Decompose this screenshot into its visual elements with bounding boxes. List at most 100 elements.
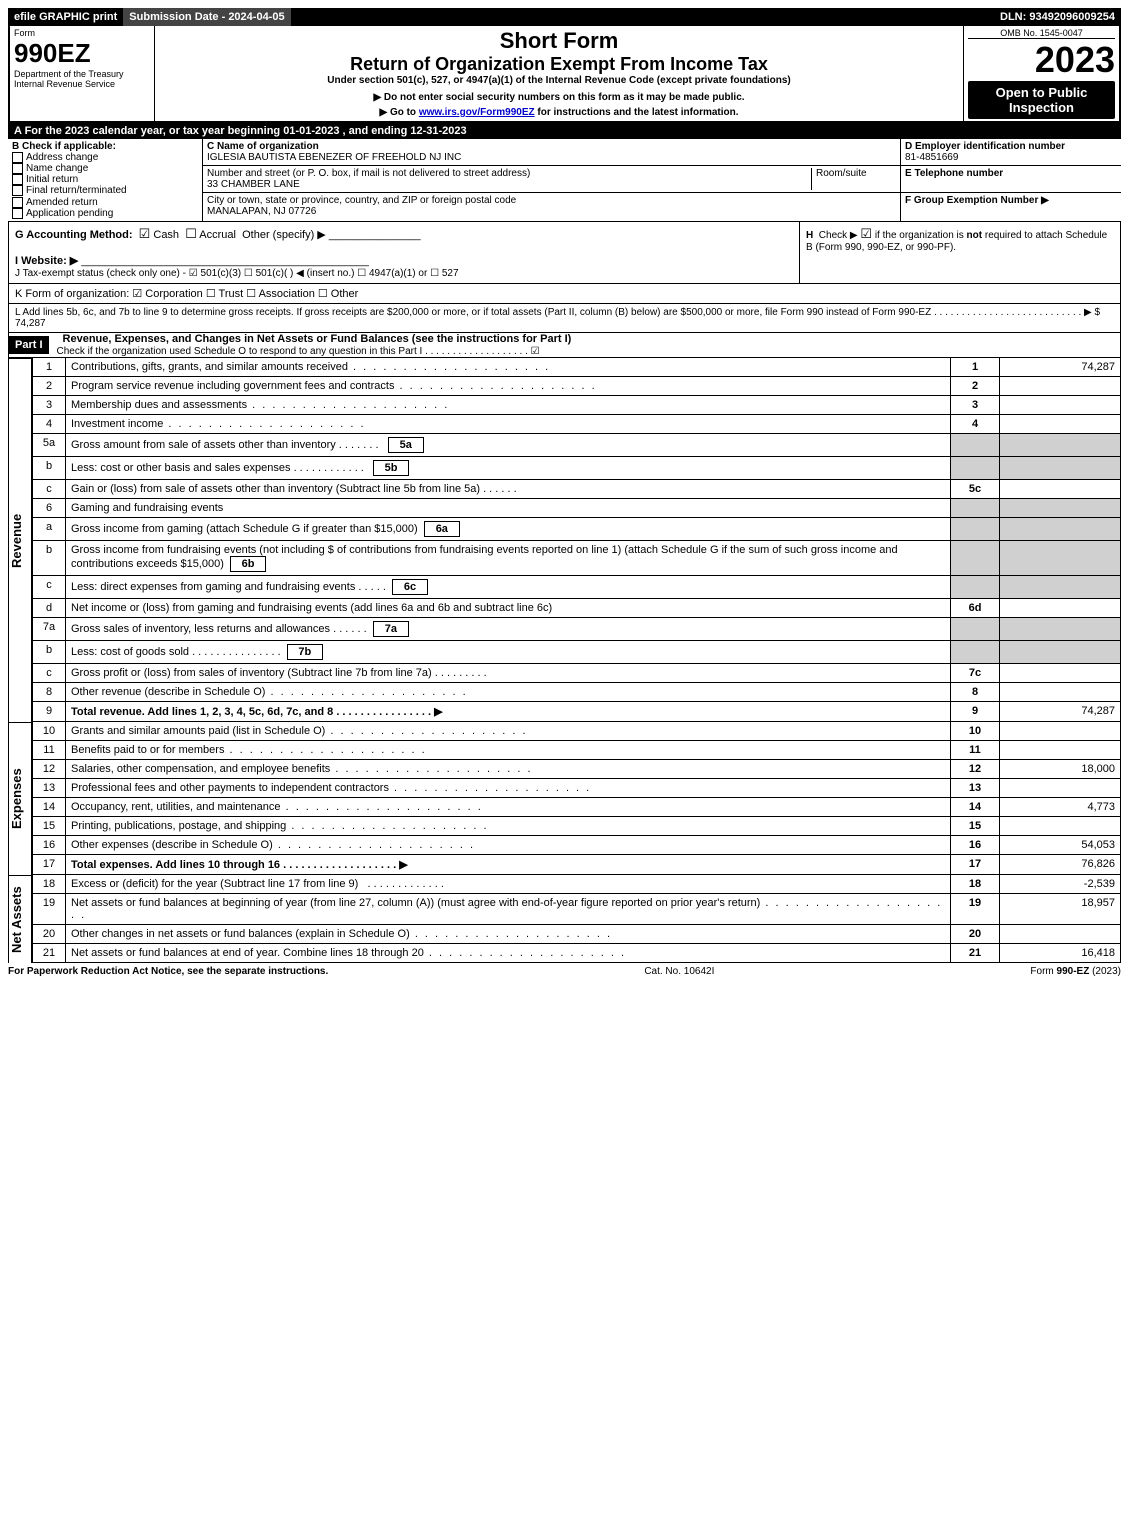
footer-left: For Paperwork Reduction Act Notice, see … — [8, 966, 328, 977]
line-8: 8Other revenue (describe in Schedule O)8 — [33, 682, 1121, 701]
dept-label: Department of the Treasury — [14, 69, 150, 79]
b-item-2: Initial return — [12, 174, 198, 185]
part1-check: Check if the organization used Schedule … — [57, 346, 540, 357]
short-form-title: Short Form — [159, 28, 959, 54]
line-16: 16Other expenses (describe in Schedule O… — [33, 835, 1121, 854]
efile-label: efile GRAPHIC print — [8, 8, 123, 26]
form-id-cell: Form 990EZ Department of the Treasury In… — [10, 26, 155, 121]
open-inspection: Open to Public Inspection — [968, 81, 1115, 119]
b-item-4: Amended return — [12, 197, 198, 208]
under-section: Under section 501(c), 527, or 4947(a)(1)… — [159, 75, 959, 86]
line-20: 20Other changes in net assets or fund ba… — [33, 924, 1121, 943]
return-title: Return of Organization Exempt From Incom… — [159, 54, 959, 75]
line-6b: bGross income from fundraising events (n… — [33, 540, 1121, 575]
expenses-block: Expenses 10Grants and similar amounts pa… — [8, 722, 1121, 875]
part1-label: Part I — [9, 336, 49, 354]
section-b: B Check if applicable: Address change Na… — [8, 139, 203, 221]
irs-url[interactable]: www.irs.gov/Form990EZ — [419, 107, 535, 118]
part1-header: Part I Revenue, Expenses, and Changes in… — [8, 333, 1121, 358]
form-number: 990EZ — [14, 38, 150, 69]
e-label: E Telephone number — [905, 168, 1003, 179]
revenue-sidelabel: Revenue — [8, 358, 32, 722]
year-cell: OMB No. 1545-0047 2023 Open to Public In… — [964, 26, 1119, 121]
section-c: C Name of organization IGLESIA BAUTISTA … — [203, 139, 901, 221]
line-4: 4Investment income4 — [33, 414, 1121, 433]
line-5a: 5aGross amount from sale of assets other… — [33, 433, 1121, 456]
line-5c: cGain or (loss) from sale of assets othe… — [33, 479, 1121, 498]
line-12: 12Salaries, other compensation, and empl… — [33, 759, 1121, 778]
dln-label: DLN: 93492096009254 — [994, 8, 1121, 26]
b-item-1: Name change — [12, 163, 198, 174]
line-17: 17Total expenses. Add lines 10 through 1… — [33, 854, 1121, 874]
line-2: 2Program service revenue including gover… — [33, 376, 1121, 395]
section-k: K Form of organization: ☑ Corporation ☐ … — [8, 284, 1121, 304]
section-a-row: A For the 2023 calendar year, or tax yea… — [8, 123, 1121, 139]
d-label: D Employer identification number — [905, 141, 1065, 152]
line-1: 1Contributions, gifts, grants, and simil… — [33, 358, 1121, 377]
line-9: 9Total revenue. Add lines 1, 2, 3, 4, 5c… — [33, 701, 1121, 721]
expenses-sidelabel: Expenses — [8, 722, 32, 875]
form-title-cell: Short Form Return of Organization Exempt… — [155, 26, 964, 121]
form-label: Form — [14, 28, 150, 38]
line-3: 3Membership dues and assessments3 — [33, 395, 1121, 414]
line-14: 14Occupancy, rent, utilities, and mainte… — [33, 797, 1121, 816]
ssn-warning: ▶ Do not enter social security numbers o… — [159, 92, 959, 103]
goto-link[interactable]: ▶ Go to www.irs.gov/Form990EZ for instru… — [159, 107, 959, 118]
irs-label: Internal Revenue Service — [14, 79, 150, 89]
revenue-block: Revenue 1Contributions, gifts, grants, a… — [8, 358, 1121, 722]
section-l: L Add lines 5b, 6c, and 7b to line 9 to … — [8, 304, 1121, 333]
part1-title: Revenue, Expenses, and Changes in Net As… — [57, 333, 572, 345]
line-7a: 7aGross sales of inventory, less returns… — [33, 617, 1121, 640]
line-21: 21Net assets or fund balances at end of … — [33, 943, 1121, 962]
city-label: City or town, state or province, country… — [207, 195, 516, 206]
section-h: H Check ▶ ☑ if the organization is not r… — [800, 222, 1120, 283]
omb-number: OMB No. 1545-0047 — [968, 28, 1115, 39]
org-name: IGLESIA BAUTISTA EBENEZER OF FREEHOLD NJ… — [207, 152, 461, 163]
footer-right: Form 990-EZ (2023) — [1030, 966, 1121, 977]
line-6a: aGross income from gaming (attach Schedu… — [33, 517, 1121, 540]
e-row: E Telephone number — [901, 166, 1121, 193]
revenue-table: 1Contributions, gifts, grants, and simil… — [32, 358, 1121, 722]
c-name-label: C Name of organization — [207, 141, 319, 152]
section-g: G Accounting Method: ☑ Cash ☐ Accrual Ot… — [9, 222, 800, 283]
b-item-0: Address change — [12, 152, 198, 163]
f-label: F Group Exemption Number ▶ — [905, 195, 1049, 206]
i-label: I Website: ▶ — [15, 255, 78, 267]
line-18: 18Excess or (deficit) for the year (Subt… — [33, 875, 1121, 894]
line-10: 10Grants and similar amounts paid (list … — [33, 722, 1121, 741]
line-7b: bLess: cost of goods sold . . . . . . . … — [33, 640, 1121, 663]
b-item-3: Final return/terminated — [12, 185, 198, 196]
c-name-row: C Name of organization IGLESIA BAUTISTA … — [203, 139, 900, 166]
street-value: 33 CHAMBER LANE — [207, 179, 300, 190]
line-5b: bLess: cost or other basis and sales exp… — [33, 456, 1121, 479]
c-city-row: City or town, state or province, country… — [203, 193, 900, 219]
line-6: 6Gaming and fundraising events — [33, 498, 1121, 517]
tax-year: 2023 — [968, 39, 1115, 81]
expenses-table: 10Grants and similar amounts paid (list … — [32, 722, 1121, 875]
net-assets-table: 18Excess or (deficit) for the year (Subt… — [32, 875, 1121, 963]
net-assets-block: Net Assets 18Excess or (deficit) for the… — [8, 875, 1121, 963]
netassets-sidelabel: Net Assets — [8, 875, 32, 963]
city-value: MANALAPAN, NJ 07726 — [207, 206, 316, 217]
section-def: D Employer identification number 81-4851… — [901, 139, 1121, 221]
org-info-grid: B Check if applicable: Address change Na… — [8, 139, 1121, 222]
street-label: Number and street (or P. O. box, if mail… — [207, 168, 530, 179]
line-6c: cLess: direct expenses from gaming and f… — [33, 575, 1121, 598]
line-19: 19Net assets or fund balances at beginni… — [33, 893, 1121, 924]
j-row: J Tax-exempt status (check only one) - ☑… — [15, 268, 459, 279]
form-header: Form 990EZ Department of the Treasury In… — [8, 26, 1121, 123]
footer-mid: Cat. No. 10642I — [644, 966, 714, 977]
b-item -5: Application pending — [12, 208, 198, 219]
f-row: F Group Exemption Number ▶ — [901, 193, 1121, 208]
line-11: 11Benefits paid to or for members11 — [33, 740, 1121, 759]
top-bar: efile GRAPHIC print Submission Date - 20… — [8, 8, 1121, 26]
line-13: 13Professional fees and other payments t… — [33, 778, 1121, 797]
line-15: 15Printing, publications, postage, and s… — [33, 816, 1121, 835]
submission-date: Submission Date - 2024-04-05 — [123, 8, 290, 26]
room-label: Room/suite — [811, 168, 896, 190]
d-row: D Employer identification number 81-4851… — [901, 139, 1121, 166]
page-footer: For Paperwork Reduction Act Notice, see … — [8, 963, 1121, 977]
line-7c: cGross profit or (loss) from sales of in… — [33, 663, 1121, 682]
b-label: B Check if applicable: — [12, 141, 198, 152]
ein-value: 81-4851669 — [905, 152, 958, 163]
